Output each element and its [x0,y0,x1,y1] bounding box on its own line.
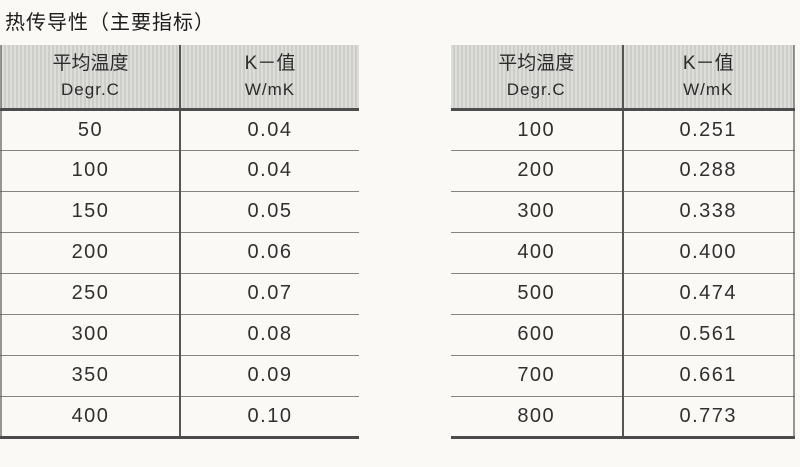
temperature-cell: 350 [1,355,180,397]
k-value-cell: 0.04 [179,109,359,151]
k-value-cell: 0.561 [621,314,794,356]
temperature-cell: 200 [1,232,180,274]
temperature-cell: 500 [451,273,623,315]
avg-temperature-header-unit: Degr.C [506,79,566,99]
temperature-cell: 200 [451,150,623,192]
avg-temperature-header: 平均温度 Degr.C [451,45,623,111]
temperature-cell: 400 [451,232,623,274]
temperature-cell: 800 [451,396,623,439]
k-value-header-label: K－值 [244,53,296,75]
table-row: 700 0.661 [451,355,794,397]
temperature-cell: 150 [1,191,180,233]
k-value-header-unit: W/mK [683,79,734,99]
table-row: 500 0.474 [451,273,794,315]
table-row: 600 0.561 [451,314,794,356]
temperature-cell: 250 [1,273,180,315]
k-value-header: K－值 W/mK [179,45,359,111]
k-value-cell: 0.07 [179,273,359,315]
table-row: 200 0.06 [1,232,359,274]
table-row: 100 0.04 [1,150,359,192]
table-row: 300 0.338 [451,191,794,233]
temperature-cell: 100 [451,109,623,151]
k-value-cell: 0.09 [179,355,359,397]
table-row: 250 0.07 [1,273,359,315]
table-row: 150 0.05 [1,191,359,233]
k-value-cell: 0.400 [621,232,794,274]
k-value-cell: 0.06 [179,232,359,274]
thermal-conductivity-table-left: 平均温度 Degr.C K－值 W/mK 50 0.04 100 0.04 150 0.0… [0,45,359,439]
k-value-cell: 0.10 [179,396,359,439]
temperature-cell: 600 [451,314,623,356]
table-header: 平均温度 Degr.C K－值 W/mK [451,45,794,111]
k-value-cell: 0.474 [621,273,794,315]
table-row: 200 0.288 [451,150,794,192]
header-row: 平均温度 Degr.C K－值 W/mK [451,45,794,111]
table-body: 50 0.04 100 0.04 150 0.05 200 0.06 250 0.07 300 0.0… [1,109,359,439]
k-value-header-unit: W/mK [244,79,296,99]
table-row: 300 0.08 [1,314,359,356]
temperature-cell: 300 [451,191,623,233]
k-value-cell: 0.05 [179,191,359,233]
k-value-cell: 0.338 [621,191,794,233]
avg-temperature-header-unit: Degr.C [61,79,120,99]
table-row: 400 0.10 [1,396,359,439]
table-header: 平均温度 Degr.C K－值 W/mK [1,45,359,111]
table-row: 400 0.400 [451,232,794,274]
table-row: 50 0.04 [1,109,359,151]
k-value-cell: 0.04 [179,150,359,192]
avg-temperature-header-label: 平均温度 [52,53,129,75]
k-value-cell: 0.288 [621,150,794,192]
k-value-header: K－值 W/mK [621,45,794,111]
temperature-cell: 50 [1,109,180,151]
table-row: 100 0.251 [451,109,794,151]
table-body: 100 0.251 200 0.288 300 0.338 400 0.400 500 0.474… [451,109,794,439]
header-row: 平均温度 Degr.C K－值 W/mK [1,45,359,111]
temperature-cell: 400 [1,396,180,439]
thermal-conductivity-table-right: 平均温度 Degr.C K－值 W/mK 100 0.251 200 0.288 300… [451,45,795,439]
temperature-cell: 700 [451,355,623,397]
page-title: 热传导性（主要指标） [5,12,215,34]
temperature-cell: 100 [1,150,180,192]
k-value-cell: 0.661 [621,355,794,397]
k-value-header-label: K－值 [682,53,734,75]
temperature-cell: 300 [1,314,180,356]
avg-temperature-header-label: 平均温度 [498,53,575,75]
table-row: 350 0.09 [1,355,359,397]
k-value-cell: 0.773 [621,396,794,439]
table-row: 800 0.773 [451,396,794,439]
avg-temperature-header: 平均温度 Degr.C [1,45,180,111]
k-value-cell: 0.251 [621,109,794,151]
k-value-cell: 0.08 [179,314,359,356]
